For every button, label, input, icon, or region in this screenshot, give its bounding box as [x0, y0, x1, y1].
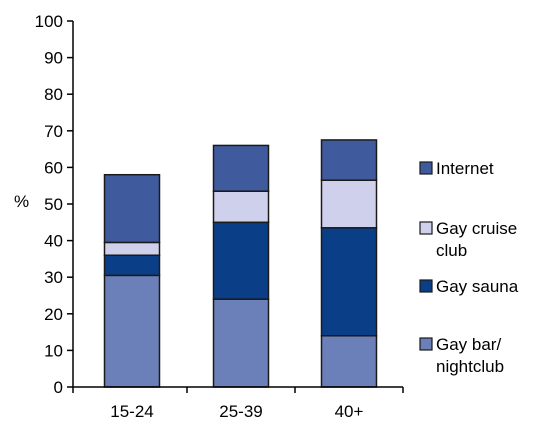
- legend: Internet Gay cruise club Gay sauna Gay bar/n…: [419, 159, 519, 376]
- y-tick-label: 20: [44, 305, 63, 324]
- legend-label: Gay cruise: [436, 219, 517, 238]
- bar-segment: [212, 144, 270, 192]
- y-tick-label: 90: [44, 49, 63, 68]
- bar-segment: [212, 221, 270, 300]
- bar-segment: [103, 241, 161, 256]
- bar-segment: [103, 274, 161, 388]
- bar-segment: [103, 173, 161, 244]
- plot-area: 0 10 20 30 40 50 60 70 80 90 100 15-24 25-39 40+: [35, 12, 404, 421]
- bar-segment: [320, 335, 378, 388]
- bar-segment: [320, 227, 378, 337]
- y-tick-label: 80: [44, 85, 63, 104]
- legend-label: Internet: [436, 159, 494, 178]
- y-tick-label: 10: [44, 341, 63, 360]
- bar-segment: [103, 254, 161, 277]
- y-tick-label: 0: [54, 378, 63, 397]
- x-tick-label: 15-24: [110, 402, 153, 421]
- legend-label: Gay sauna: [436, 277, 519, 296]
- x-tick-label: 40+: [335, 402, 364, 421]
- bar-segment: [320, 139, 378, 181]
- legend-swatch: [419, 279, 433, 293]
- x-tick-label: 25-39: [219, 402, 262, 421]
- legend-label: nightclub: [436, 357, 504, 376]
- y-tick-label: 100: [35, 12, 63, 31]
- y-tick-label: 60: [44, 158, 63, 177]
- legend-swatch: [419, 337, 433, 351]
- y-tick-label: 40: [44, 232, 63, 251]
- bar-segment: [212, 190, 270, 224]
- legend-swatch: [419, 221, 433, 235]
- bar-segment: [212, 298, 270, 388]
- legend-swatch: [419, 161, 433, 175]
- y-tick-label: 70: [44, 122, 63, 141]
- y-axis-label: %: [14, 192, 29, 211]
- y-tick-label: 50: [44, 195, 63, 214]
- legend-label: Gay bar/: [436, 335, 501, 354]
- legend-label: club: [436, 241, 467, 260]
- bar-segment: [320, 179, 378, 229]
- y-tick-label: 30: [44, 268, 63, 287]
